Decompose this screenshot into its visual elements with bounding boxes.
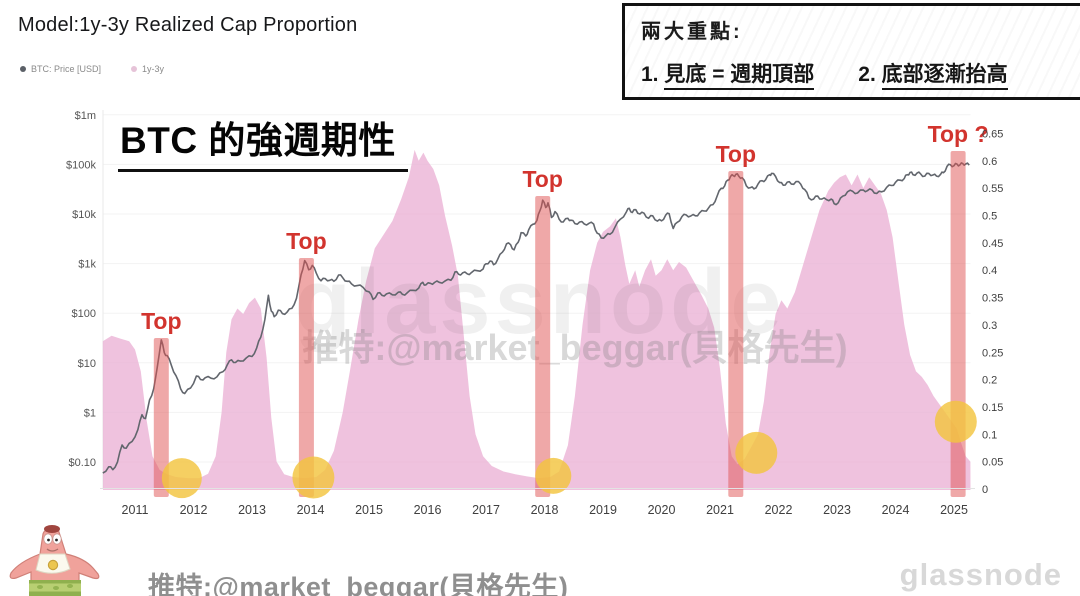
left-axis-label: $0.10 [68, 457, 96, 469]
x-axis-label: 2014 [297, 503, 325, 517]
left-axis-label: $100 [72, 308, 96, 320]
x-axis-label: 2018 [531, 503, 559, 517]
right-axis-label: 0.55 [982, 183, 1003, 195]
top-marker-bar [728, 171, 744, 497]
patrick-star-mascot [9, 525, 100, 596]
chart-legend: BTC: Price [USD] 1y-3y [20, 64, 164, 74]
right-axis-label: 0.45 [982, 238, 1003, 250]
top-marker-bar [535, 196, 551, 497]
x-axis-label: 2025 [940, 503, 968, 517]
note-items: 1. 見底 = 週期頂部 2. 底部逐漸抬高 [641, 58, 1066, 90]
handwritten-note: 兩大重點: 1. 見底 = 週期頂部 2. 底部逐漸抬高 [622, 3, 1080, 100]
legend-label: BTC: Price [USD] [31, 64, 102, 74]
left-axis-label: $100k [66, 159, 96, 171]
top-marker-label: Top ? [928, 121, 989, 147]
patrick-cap [44, 525, 60, 533]
left-axis-label: $10 [78, 358, 96, 370]
note-item-1: 1. 見底 = 週期頂部 [641, 58, 815, 90]
patrick-mouth [46, 548, 59, 552]
glassnode-logo: glassnode [899, 557, 1062, 592]
x-axis-label: 2019 [589, 503, 617, 517]
price-line [102, 162, 970, 474]
x-axis-label: 2017 [472, 503, 500, 517]
legend-dot-icon [20, 66, 26, 72]
left-axis-label: $10k [72, 209, 96, 221]
left-axis-label: $1k [78, 259, 96, 271]
legend-label: 1y-3y [142, 64, 165, 74]
x-axis-label: 2023 [823, 503, 851, 517]
watermark-glassnode: glassnode [294, 251, 785, 353]
x-axis-label: 2016 [414, 503, 442, 517]
right-axis-label: 0.5 [982, 211, 997, 223]
patrick-medallion [47, 559, 59, 571]
x-axis-label: 2024 [882, 503, 910, 517]
chart-title: BTC 的強週期性 [118, 110, 408, 172]
right-axis-label: 0.2 [982, 375, 997, 387]
watermark-twitter: 推特:@market_beggar(貝格先生) [302, 327, 847, 368]
x-axis-label: 2020 [648, 503, 676, 517]
right-axis-label: 0.6 [982, 156, 997, 168]
bottom-circle [535, 457, 572, 494]
bottom-circle [292, 456, 335, 499]
note-item-2: 2. 底部逐漸抬高 [858, 58, 1008, 90]
x-axis-label: 2011 [122, 503, 149, 517]
footer-twitter-handle: 推特:@market_beggar(貝格先生) [148, 572, 569, 596]
legend-item-1y3y[interactable]: 1y-3y [131, 64, 164, 74]
page-title: Model:1y-3y Realized Cap Proportion [18, 14, 358, 36]
legend-item-btc-price[interactable]: BTC: Price [USD] [20, 64, 101, 74]
left-axis-label: $1m [75, 110, 96, 122]
right-axis-label: 0.3 [982, 320, 997, 332]
right-axis-label: 0.25 [982, 347, 1003, 359]
top-marker-bar [298, 258, 314, 497]
top-marker-label: Top [141, 308, 181, 334]
legend-dot-icon [131, 66, 138, 72]
x-axis-label: 2012 [180, 503, 208, 517]
top-marker-bar [950, 151, 966, 497]
note-title: 兩大重點: [641, 21, 743, 43]
right-axis-label: 0.35 [982, 293, 1003, 305]
top-marker-label: Top [286, 228, 326, 254]
right-axis-label: 0.4 [982, 265, 997, 277]
x-axis-label: 2021 [706, 503, 734, 517]
right-axis-label: 0.05 [982, 457, 1003, 469]
top-marker-label: Top [522, 166, 562, 192]
x-axis-label: 2013 [238, 503, 266, 517]
right-axis-label: 0.15 [982, 402, 1003, 414]
right-axis-label: 0.1 [982, 429, 997, 441]
top-marker-label: Top [716, 141, 756, 167]
bottom-circle [735, 431, 778, 474]
left-axis-label: $1 [84, 407, 96, 419]
right-axis-label: 0.65 [982, 128, 1003, 140]
top-marker-bar [153, 338, 169, 497]
bottom-circle [161, 458, 202, 499]
x-axis-label: 2022 [765, 503, 793, 517]
proportion-area [102, 149, 971, 490]
x-axis-label: 2015 [355, 503, 383, 517]
right-axis-label: 0 [982, 484, 988, 496]
bottom-circle [934, 400, 977, 443]
